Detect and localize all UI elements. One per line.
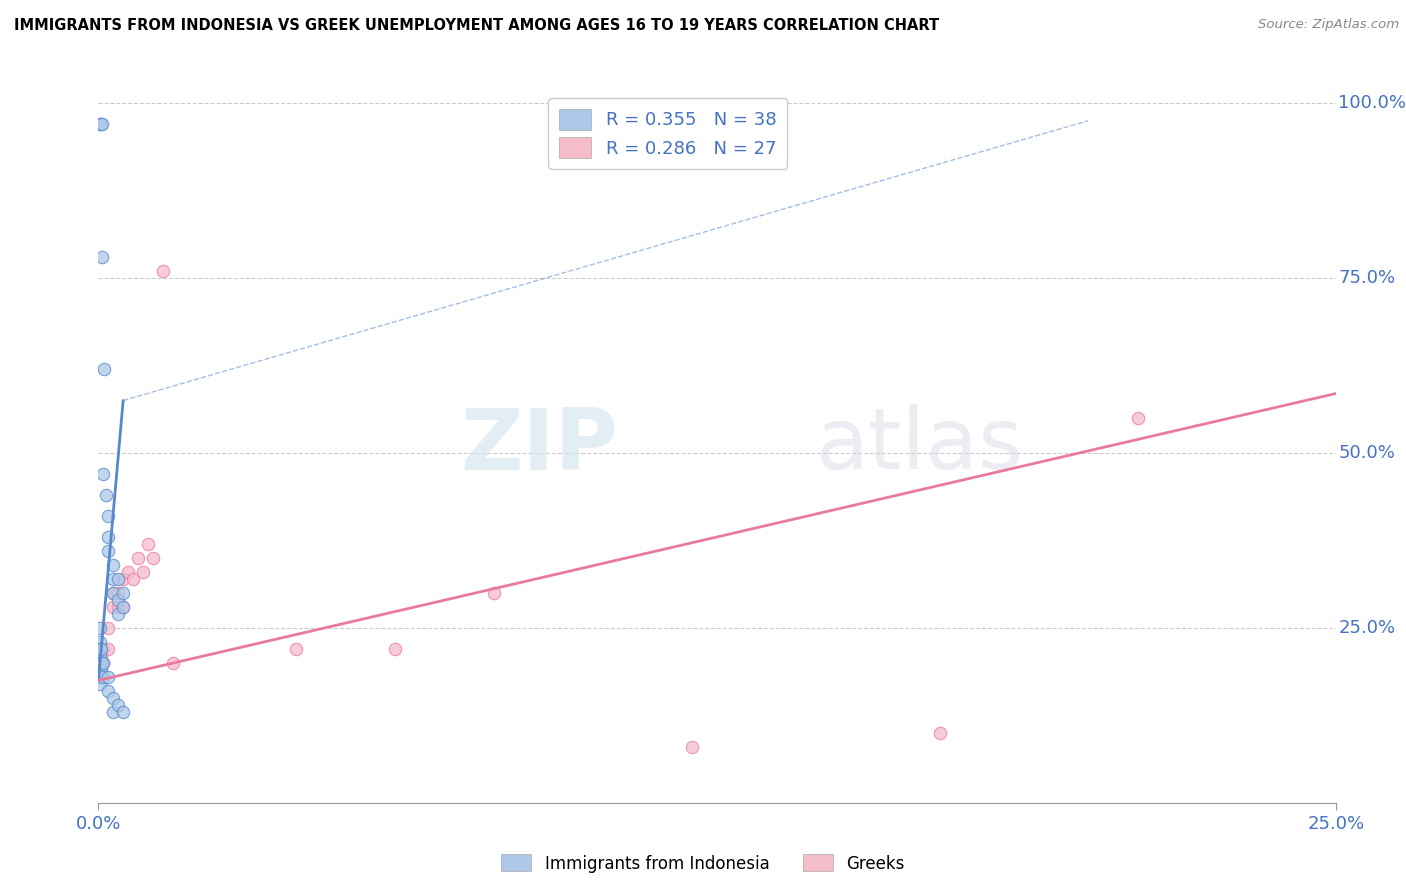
Legend: Immigrants from Indonesia, Greeks: Immigrants from Indonesia, Greeks <box>495 847 911 880</box>
Point <box>89 656 111 670</box>
Legend: R = 0.355   N = 38, R = 0.286   N = 27: R = 0.355 N = 38, R = 0.286 N = 27 <box>548 98 787 169</box>
Point <box>107 698 129 712</box>
Point <box>89 641 111 656</box>
Point <box>93 641 115 656</box>
Point <box>107 593 129 607</box>
Point <box>93 656 115 670</box>
Point <box>89 635 111 649</box>
Point <box>93 656 115 670</box>
Point <box>928 726 950 740</box>
Point <box>142 550 165 565</box>
Point <box>89 648 111 663</box>
Text: Source: ZipAtlas.com: Source: ZipAtlas.com <box>1258 18 1399 31</box>
Point <box>97 684 120 698</box>
Text: atlas: atlas <box>815 404 1024 488</box>
Point <box>103 705 125 719</box>
Point <box>152 264 174 278</box>
Point <box>484 586 506 600</box>
Point <box>90 663 112 677</box>
Point <box>122 572 145 586</box>
Point <box>97 641 120 656</box>
Point <box>89 670 111 684</box>
Point <box>91 117 114 131</box>
Point <box>89 621 111 635</box>
Text: 100.0%: 100.0% <box>1339 95 1406 112</box>
Point <box>103 586 125 600</box>
Point <box>103 690 125 705</box>
Point <box>89 656 111 670</box>
Point <box>285 641 308 656</box>
Point <box>1126 411 1149 425</box>
Point <box>89 663 111 677</box>
Point <box>97 621 120 635</box>
Point <box>162 656 184 670</box>
Point <box>112 599 135 614</box>
Point <box>89 117 111 131</box>
Point <box>112 599 135 614</box>
Point <box>90 648 112 663</box>
Point <box>97 670 120 684</box>
Point <box>89 641 111 656</box>
Point <box>112 705 135 719</box>
Point <box>90 641 112 656</box>
Point <box>103 558 125 572</box>
Point <box>132 565 155 579</box>
Point <box>97 544 120 558</box>
Point <box>107 607 129 621</box>
Point <box>107 572 129 586</box>
Point <box>107 586 129 600</box>
Point <box>107 599 129 614</box>
Point <box>90 656 112 670</box>
Point <box>112 572 135 586</box>
Point <box>93 670 115 684</box>
Point <box>89 677 111 691</box>
Point <box>127 550 149 565</box>
Point <box>136 537 159 551</box>
Point <box>97 530 120 544</box>
Point <box>94 488 117 502</box>
Text: 25.0%: 25.0% <box>1339 619 1395 637</box>
Point <box>112 586 135 600</box>
Point <box>103 586 125 600</box>
Text: 50.0%: 50.0% <box>1339 444 1395 462</box>
Point <box>97 508 120 523</box>
Point <box>103 599 125 614</box>
Point <box>90 250 112 264</box>
Text: IMMIGRANTS FROM INDONESIA VS GREEK UNEMPLOYMENT AMONG AGES 16 TO 19 YEARS CORREL: IMMIGRANTS FROM INDONESIA VS GREEK UNEMP… <box>14 18 939 33</box>
Point <box>93 362 115 376</box>
Text: ZIP: ZIP <box>460 404 619 488</box>
Point <box>681 739 703 754</box>
Point <box>90 656 112 670</box>
Text: 75.0%: 75.0% <box>1339 269 1395 287</box>
Point <box>90 117 112 131</box>
Point <box>103 572 125 586</box>
Point <box>117 565 139 579</box>
Point <box>384 641 406 656</box>
Point <box>93 467 115 481</box>
